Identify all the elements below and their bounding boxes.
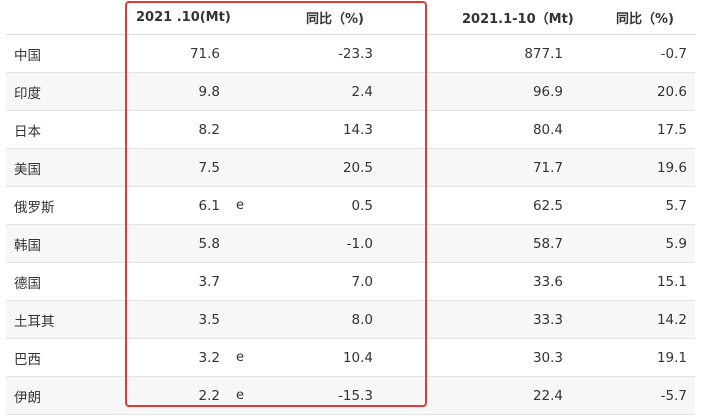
oct-yoy-cell: 7.0 [351,273,373,290]
country-cell: 伊朗 [14,389,41,406]
country-cell: 印度 [14,85,41,102]
oct-yoy-cell: 8.0 [351,311,373,328]
oct-value-cell: 3.5 [198,311,220,328]
oct-yoy-cell: -23.3 [338,45,373,62]
oct-value-cell: 3.2 [198,349,220,366]
ytd-value-cell: 877.1 [524,45,563,62]
ytd-value-cell: 30.3 [532,349,563,366]
table-header-row: 2021 .10(Mt) 同比（%) 2021.1-10（Mt) 同比（%) [6,0,695,35]
oct-value-cell: 7.5 [198,159,220,176]
country-cell: 韩国 [14,237,41,254]
country-cell: 中国 [14,47,41,64]
ytd-value-cell: 62.5 [532,197,563,214]
table-row: 巴西 3.2 e 10.4 30.3 19.1 [6,339,695,377]
ytd-yoy-cell: 5.9 [665,235,687,252]
ytd-value-cell: 22.4 [532,387,563,404]
country-cell: 德国 [14,275,41,292]
estimate-flag: e [236,350,244,365]
ytd-value-cell: 33.6 [532,273,563,290]
ytd-value-cell: 71.7 [532,159,563,176]
table-row: 德国 3.7 7.0 33.6 15.1 [6,263,695,301]
table-body: 中国 71.6 -23.3 877.1 -0.7 印度 9.8 2.4 96.9 20.6 日本 8.… [6,35,695,415]
table-row: 日本 8.2 14.3 80.4 17.5 [6,111,695,149]
header-ytd: 2021.1-10（Mt) [462,11,574,27]
estimate-flag: e [236,388,244,403]
steel-production-table: 2021 .10(Mt) 同比（%) 2021.1-10（Mt) 同比（%) 中… [6,0,695,415]
ytd-yoy-cell: -0.7 [660,45,687,62]
ytd-yoy-cell: 20.6 [656,83,687,100]
ytd-value-cell: 96.9 [532,83,563,100]
oct-value-cell: 8.2 [198,121,220,138]
oct-value-cell: 71.6 [189,45,220,62]
ytd-yoy-cell: 19.6 [656,159,687,176]
oct-value-cell: 9.8 [198,83,220,100]
country-cell: 日本 [14,123,41,140]
header-oct: 2021 .10(Mt) [136,9,231,25]
oct-value-cell: 2.2 [198,387,220,404]
ytd-yoy-cell: -5.7 [660,387,687,404]
oct-value-cell: 5.8 [198,235,220,252]
header-ytd-yoy: 同比（%) [616,11,674,27]
oct-yoy-cell: 2.4 [351,83,373,100]
oct-value-cell: 6.1 [198,197,220,214]
estimate-flag: e [236,198,244,213]
table-row: 印度 9.8 2.4 96.9 20.6 [6,73,695,111]
country-cell: 俄罗斯 [14,199,55,216]
table-row: 美国 7.5 20.5 71.7 19.6 [6,149,695,187]
header-oct-yoy: 同比（%) [306,11,364,27]
ytd-yoy-cell: 19.1 [656,349,687,366]
table-row: 土耳其 3.5 8.0 33.3 14.2 [6,301,695,339]
oct-yoy-cell: -15.3 [338,387,373,404]
oct-value-cell: 3.7 [198,273,220,290]
ytd-yoy-cell: 14.2 [656,311,687,328]
country-cell: 土耳其 [14,313,55,330]
oct-yoy-cell: 20.5 [342,159,373,176]
ytd-value-cell: 80.4 [532,121,563,138]
table-row: 中国 71.6 -23.3 877.1 -0.7 [6,35,695,73]
country-cell: 美国 [14,161,41,178]
table-row: 韩国 5.8 -1.0 58.7 5.9 [6,225,695,263]
table-row: 伊朗 2.2 e -15.3 22.4 -5.7 [6,377,695,415]
oct-yoy-cell: 10.4 [342,349,373,366]
country-cell: 巴西 [14,351,41,368]
oct-yoy-cell: 0.5 [351,197,373,214]
table-row: 俄罗斯 6.1 e 0.5 62.5 5.7 [6,187,695,225]
ytd-yoy-cell: 15.1 [656,273,687,290]
ytd-yoy-cell: 5.7 [665,197,687,214]
ytd-value-cell: 33.3 [532,311,563,328]
ytd-yoy-cell: 17.5 [656,121,687,138]
oct-yoy-cell: -1.0 [346,235,373,252]
oct-yoy-cell: 14.3 [342,121,373,138]
ytd-value-cell: 58.7 [532,235,563,252]
